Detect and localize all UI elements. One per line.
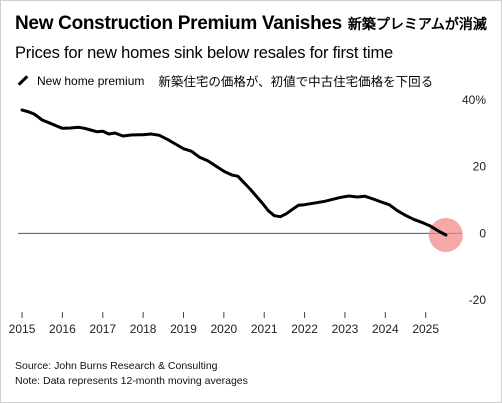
x-tick-label: 2023 [332, 322, 359, 336]
chart-subtitle: Prices for new homes sink below resales … [15, 44, 393, 62]
legend-japanese-caption: 新築住宅の価格が、初値で中古住宅価格を下回る [158, 74, 434, 89]
y-tick-label: 0 [479, 226, 486, 240]
source-note: Source: John Burns Research & Consulting [15, 360, 218, 372]
y-tick-label: 20 [473, 160, 487, 174]
y-tick-label: -20 [469, 293, 487, 307]
series-line-0 [20, 108, 448, 237]
x-tick-label: 2017 [89, 322, 116, 336]
chart-title: New Construction Premium Vanishes 新築プレミアム… [15, 13, 487, 35]
x-tick-label: 2020 [211, 322, 238, 336]
x-tick-label: 2018 [130, 322, 157, 336]
x-tick-label: 2016 [49, 322, 76, 336]
title-japanese: 新築プレミアムが消滅 [347, 17, 487, 33]
x-tick-label: 2019 [170, 322, 197, 336]
x-tick-label: 2015 [9, 322, 36, 336]
x-tick-label: 2025 [412, 322, 439, 336]
x-tick-label: 2024 [372, 322, 399, 336]
x-tick-label: 2022 [291, 322, 318, 336]
data-note: Note: Data represents 12-month moving av… [15, 375, 248, 387]
y-tick-label: 40% [462, 93, 486, 107]
title-text: New Construction Premium Vanishes [15, 13, 342, 34]
legend: New home premium 新築住宅の価格が、初値で中古住宅価格を下回る [15, 71, 433, 90]
x-tick-label: 2021 [251, 322, 278, 336]
legend-label: New home premium [37, 73, 145, 88]
